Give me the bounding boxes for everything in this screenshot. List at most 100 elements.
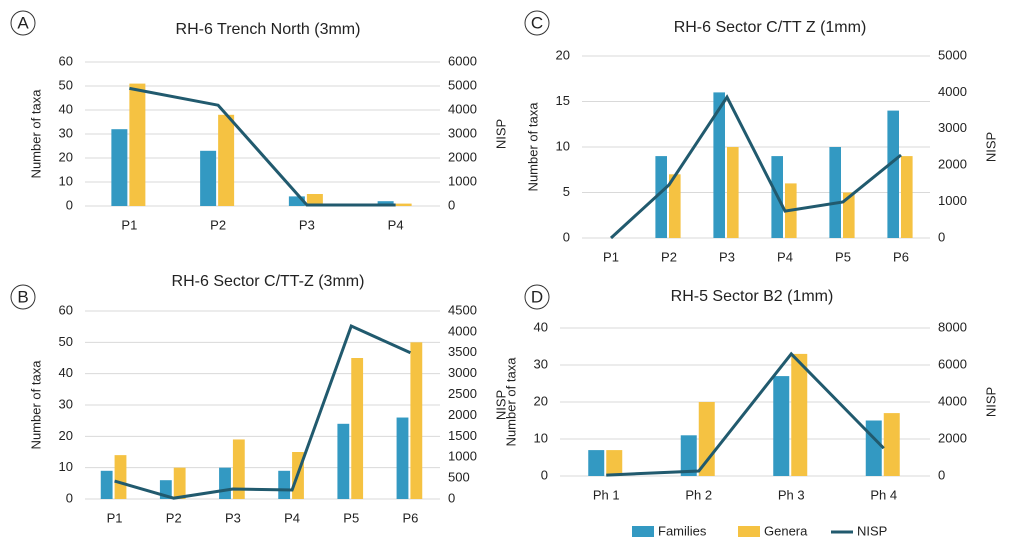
bar bbox=[111, 129, 128, 206]
y2-tick-label: 4000 bbox=[448, 101, 477, 116]
chart-title: RH-6 Sector C/TT Z (1mm) bbox=[674, 19, 867, 36]
y2-axis-label: NISP bbox=[493, 119, 508, 149]
bar bbox=[791, 353, 808, 476]
y2-tick-label: 5000 bbox=[448, 77, 477, 92]
y2-tick-label: 1000 bbox=[448, 173, 477, 188]
y-tick-label: 20 bbox=[59, 428, 73, 443]
bar bbox=[173, 467, 186, 499]
y2-axis-label: NISP bbox=[983, 387, 998, 417]
y2-tick-label: 2000 bbox=[448, 149, 477, 164]
x-tick-label: P3 bbox=[225, 510, 241, 525]
y-tick-label: 10 bbox=[556, 138, 570, 153]
y-tick-label: 30 bbox=[534, 356, 548, 371]
y-tick-label: 15 bbox=[556, 93, 570, 108]
y2-tick-label: 3500 bbox=[448, 344, 477, 359]
panel-letter-circle bbox=[524, 10, 550, 36]
y2-tick-label: 1000 bbox=[938, 193, 967, 208]
bar bbox=[588, 450, 605, 476]
x-tick-label: P4 bbox=[388, 217, 404, 232]
bar bbox=[843, 192, 855, 238]
y2-tick-label: 0 bbox=[448, 490, 455, 505]
x-tick-label: Ph 3 bbox=[778, 487, 805, 502]
bar bbox=[655, 156, 667, 238]
chart-title: RH-6 Trench North (3mm) bbox=[176, 21, 361, 38]
y2-axis-label: NISP bbox=[983, 132, 998, 162]
bar bbox=[232, 439, 245, 499]
x-tick-label: P4 bbox=[777, 249, 793, 264]
y-tick-label: 0 bbox=[563, 229, 570, 244]
x-tick-label: P1 bbox=[121, 217, 137, 232]
x-tick-label: P6 bbox=[402, 510, 418, 525]
y2-tick-label: 5000 bbox=[938, 47, 967, 62]
y-tick-label: 20 bbox=[59, 149, 73, 164]
panel-letter: D bbox=[531, 287, 543, 306]
line bbox=[129, 86, 396, 207]
bar bbox=[727, 147, 739, 238]
legend-label: Families bbox=[658, 523, 707, 538]
y-tick-label: 60 bbox=[59, 53, 73, 68]
y2-tick-label: 500 bbox=[448, 470, 470, 485]
bar bbox=[698, 402, 715, 476]
y-axis-label: Number of taxa bbox=[503, 357, 518, 447]
x-tick-label: Ph 1 bbox=[593, 487, 620, 502]
y2-tick-label: 6000 bbox=[938, 356, 967, 371]
x-tick-label: P6 bbox=[893, 249, 909, 264]
y2-tick-label: 6000 bbox=[448, 53, 477, 68]
legend-label: Genera bbox=[764, 523, 808, 538]
bar bbox=[114, 455, 127, 499]
x-tick-label: P5 bbox=[835, 249, 851, 264]
y-tick-label: 60 bbox=[59, 302, 73, 317]
bar bbox=[395, 203, 412, 206]
panel-letter-circle bbox=[10, 10, 36, 36]
line bbox=[609, 94, 902, 240]
bar bbox=[129, 83, 146, 206]
y2-tick-label: 3000 bbox=[938, 120, 967, 135]
x-tick-label: P3 bbox=[719, 249, 735, 264]
bar bbox=[606, 450, 623, 476]
chart-title: RH-6 Sector C/TT-Z (3mm) bbox=[172, 273, 365, 290]
x-tick-label: P4 bbox=[284, 510, 300, 525]
bar bbox=[288, 196, 305, 206]
bar bbox=[219, 467, 231, 499]
bar bbox=[100, 470, 113, 499]
bar bbox=[218, 114, 235, 206]
y2-tick-label: 3000 bbox=[448, 125, 477, 140]
y2-tick-label: 0 bbox=[938, 467, 945, 482]
y2-tick-label: 4000 bbox=[938, 393, 967, 408]
chart-title: RH-5 Sector B2 (1mm) bbox=[671, 288, 834, 305]
bar bbox=[669, 174, 681, 238]
y-tick-label: 5 bbox=[563, 184, 570, 199]
y-tick-label: 30 bbox=[59, 396, 73, 411]
x-tick-label: Ph 2 bbox=[685, 487, 712, 502]
y-tick-label: 20 bbox=[534, 393, 548, 408]
y2-tick-label: 4500 bbox=[448, 302, 477, 317]
y2-tick-label: 0 bbox=[448, 197, 455, 212]
y2-tick-label: 0 bbox=[938, 229, 945, 244]
y-tick-label: 50 bbox=[59, 77, 73, 92]
y-tick-label: 10 bbox=[59, 173, 73, 188]
y-tick-label: 0 bbox=[541, 467, 548, 482]
y-axis-label: Number of taxa bbox=[525, 102, 540, 192]
bar bbox=[887, 110, 899, 238]
x-tick-label: P5 bbox=[343, 510, 359, 525]
y-tick-label: 50 bbox=[59, 334, 73, 349]
bar bbox=[713, 92, 725, 239]
bar bbox=[200, 150, 217, 206]
y-tick-label: 30 bbox=[59, 125, 73, 140]
legend-swatch bbox=[738, 526, 760, 537]
y2-tick-label: 1000 bbox=[448, 449, 477, 464]
x-tick-label: P3 bbox=[299, 217, 315, 232]
bar bbox=[680, 435, 697, 476]
x-tick-label: P2 bbox=[210, 217, 226, 232]
x-tick-label: Ph 4 bbox=[870, 487, 897, 502]
y-tick-label: 40 bbox=[59, 365, 73, 380]
y-tick-label: 0 bbox=[66, 490, 73, 505]
x-tick-label: P1 bbox=[603, 249, 619, 264]
line bbox=[606, 351, 885, 477]
y2-tick-label: 2000 bbox=[938, 430, 967, 445]
panel-letter: B bbox=[17, 287, 28, 306]
panel-letter: C bbox=[531, 13, 543, 32]
y2-tick-label: 2000 bbox=[938, 157, 967, 172]
x-tick-label: P1 bbox=[107, 510, 123, 525]
